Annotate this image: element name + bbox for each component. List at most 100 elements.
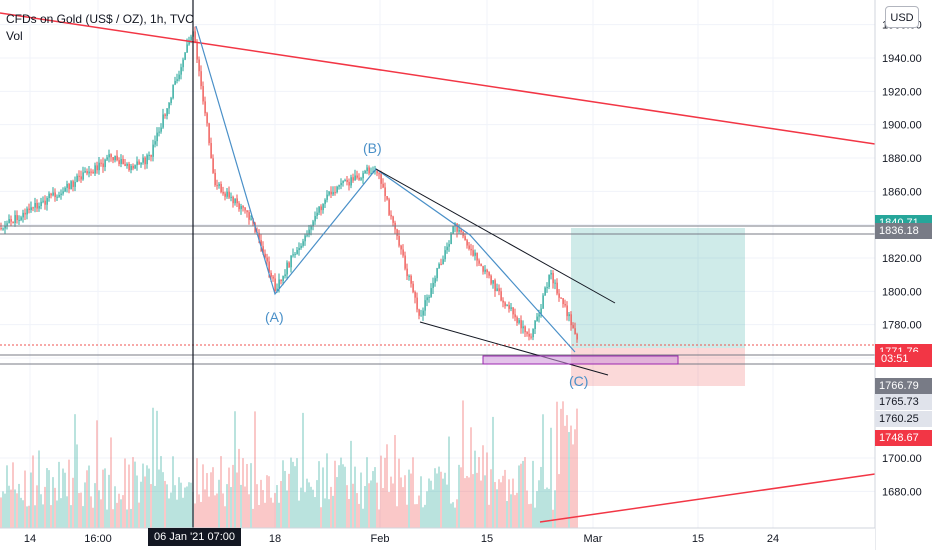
volume-bar	[100, 499, 102, 528]
volume-bar	[504, 469, 506, 528]
candle-body	[122, 159, 124, 165]
resistance-trendline[interactable]	[0, 12, 876, 145]
channel-upper-line[interactable]	[375, 168, 616, 304]
volume-bar	[298, 500, 300, 528]
volume-legend[interactable]: Vol	[6, 29, 23, 43]
volume-bar	[358, 503, 360, 528]
volume-bar	[34, 505, 36, 528]
currency-button[interactable]: USD	[885, 6, 919, 28]
volume-bar	[56, 500, 58, 528]
volume-bar	[554, 490, 556, 528]
volume-bar	[132, 457, 134, 528]
candle-body	[26, 208, 28, 215]
price-tick-label: 1700.00	[882, 453, 922, 465]
candle-body	[186, 44, 188, 53]
candle-body	[312, 221, 314, 227]
candle-body	[30, 207, 32, 210]
candle-body	[284, 274, 286, 277]
candle-body	[84, 171, 86, 173]
volume-bar	[232, 464, 234, 528]
candle-body	[382, 183, 384, 188]
candle-body	[420, 315, 422, 317]
support-zone[interactable]	[482, 355, 679, 365]
candle-body	[74, 181, 76, 187]
candle-body	[60, 193, 62, 195]
candle-body	[178, 74, 180, 80]
volume-bar	[438, 466, 440, 528]
candle-body	[96, 165, 98, 171]
candle-body	[386, 196, 388, 200]
candle-body	[176, 79, 178, 81]
candle-body	[438, 263, 440, 269]
candle-body	[174, 80, 176, 85]
volume-bar	[278, 502, 280, 528]
wave-label-c: (C)	[569, 373, 588, 389]
candle-body	[72, 181, 74, 187]
channel-lower-line[interactable]	[419, 321, 609, 376]
candle-body	[486, 269, 488, 273]
volume-bar	[398, 458, 400, 528]
candle-body	[322, 203, 324, 211]
symbol-title[interactable]: CFDs on Gold (US$ / OZ), 1h, TVC	[6, 12, 194, 26]
volume-bar	[280, 481, 282, 528]
volume-bar	[116, 502, 118, 528]
candle-body	[378, 173, 380, 175]
time-tick-label: Feb	[371, 533, 390, 545]
volume-bar	[344, 466, 346, 528]
volume-bar	[124, 458, 126, 528]
volume-bar	[334, 460, 336, 528]
candle-body	[100, 162, 102, 164]
volume-bar	[408, 469, 410, 528]
volume-bar	[516, 492, 518, 528]
candle-body	[132, 165, 134, 169]
volume-bar	[348, 498, 350, 528]
time-axis-background	[0, 528, 875, 550]
candle-body	[158, 131, 160, 133]
volume-bar	[556, 401, 558, 528]
volume-bar	[492, 416, 494, 528]
candles	[0, 25, 578, 343]
price-tick-label: 1780.00	[882, 320, 922, 332]
volume-bar	[60, 498, 62, 528]
profit-zone[interactable]	[571, 228, 745, 348]
candle-body	[388, 199, 390, 215]
volume-bar	[302, 412, 304, 528]
volume-bar	[36, 485, 38, 528]
volume-bar	[134, 461, 136, 528]
candle-body	[448, 244, 450, 247]
volume-bar	[328, 499, 330, 528]
candle-body	[476, 252, 478, 261]
volume-bar	[266, 475, 268, 528]
candle-body	[426, 297, 428, 301]
volume-bar	[244, 486, 246, 528]
candle-body	[308, 229, 310, 235]
candle-body	[346, 179, 348, 182]
candle-body	[358, 177, 360, 180]
candle-body	[114, 155, 116, 161]
price-axis-background	[875, 0, 932, 550]
candle-body	[366, 167, 368, 171]
candle-body	[180, 67, 182, 75]
candle-body	[496, 288, 498, 291]
candle-body	[78, 175, 80, 177]
candle-body	[140, 162, 142, 165]
volume-bar	[258, 505, 260, 528]
volume-bar	[88, 465, 90, 528]
volume-bar	[482, 445, 484, 528]
candle-body	[124, 164, 126, 166]
candle-body	[398, 236, 400, 246]
candle-body	[110, 154, 112, 158]
candle-body	[342, 180, 344, 184]
volume-bar	[222, 493, 224, 528]
volume-bar	[194, 503, 196, 528]
volume-bar	[256, 484, 258, 528]
candle-body	[202, 86, 204, 102]
candle-body	[102, 163, 104, 168]
candle-body	[364, 170, 366, 174]
loss-zone[interactable]	[571, 348, 745, 386]
support-trendline[interactable]	[539, 473, 876, 523]
candle-body	[356, 175, 358, 178]
candle-body	[530, 336, 532, 338]
volume-bar	[144, 476, 146, 528]
